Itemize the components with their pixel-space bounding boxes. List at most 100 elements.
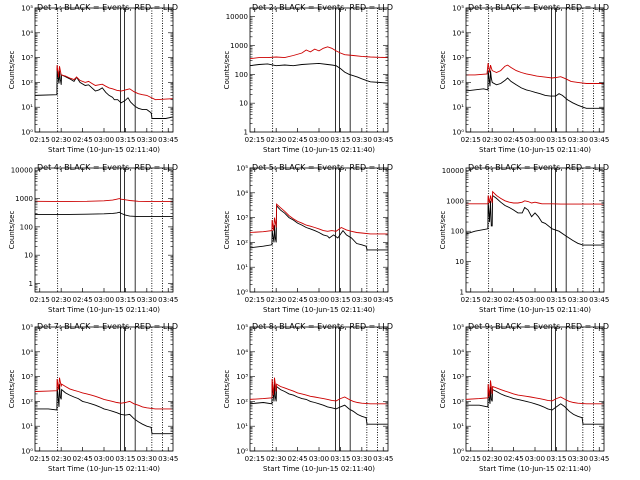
y-tick-label: 10⁴	[236, 348, 248, 356]
y-tick-label: 1000	[230, 42, 248, 50]
panel-title: Det 1: BLACK = Events, RED = LLD	[37, 3, 178, 12]
plot-frame	[249, 167, 389, 293]
x-tick-label: 02:30	[266, 136, 286, 144]
x-tick-label: 02:15	[245, 296, 265, 304]
x-axis-label: Start Time (10-Jun-15 02:11:40)	[263, 306, 375, 314]
x-tick-label: 02:15	[245, 136, 265, 144]
x-tick-label: 03:30	[137, 455, 157, 463]
x-axis-label: Start Time (10-Jun-15 02:11:40)	[479, 465, 591, 473]
x-tick-label: 03:00	[309, 136, 329, 144]
x-axis-label: Start Time (10-Jun-15 02:11:40)	[479, 146, 591, 154]
x-tick-label: 03:15	[115, 136, 135, 144]
panel-det-6: Det 6: BLACK = Events, RED = LLD 02:15 02:…	[439, 163, 609, 314]
plot-frame	[34, 326, 174, 452]
y-tick-label: 10²	[236, 398, 248, 406]
y-tick-label: 10⁵	[21, 324, 33, 332]
y-tick-label: 10⁴	[21, 29, 33, 37]
y-axis-label: Counts/sec	[223, 51, 231, 90]
y-tick-label: 100	[20, 223, 33, 231]
x-tick-label: 03:00	[525, 136, 545, 144]
y-tick-label: 10⁰	[21, 129, 33, 137]
x-tick-label: 03:45	[589, 136, 609, 144]
x-tick-label: 02:15	[461, 136, 481, 144]
series-events-line	[250, 62, 388, 84]
plot-frame	[34, 167, 174, 293]
y-tick-label: 10²	[21, 398, 33, 406]
y-tick-label: 1000	[446, 197, 464, 205]
x-tick-label: 03:00	[525, 455, 545, 463]
y-tick-label: 10⁰	[452, 129, 464, 137]
y-tick-label: 10	[24, 252, 33, 260]
y-tick-label: 1000	[15, 195, 33, 203]
y-tick-label: 10⁵	[236, 324, 248, 332]
x-axis-label: Start Time (10-Jun-15 02:11:40)	[48, 306, 160, 314]
x-tick-label: 03:15	[330, 296, 350, 304]
y-tick-label: 10⁰	[452, 448, 464, 456]
series-events-line	[35, 384, 173, 435]
y-tick-label: 10⁴	[452, 348, 464, 356]
x-axis-label: Start Time (10-Jun-15 02:11:40)	[479, 306, 591, 314]
y-tick-label: 10²	[452, 398, 464, 406]
x-tick-label: 02:45	[287, 136, 307, 144]
series-events-line	[466, 70, 604, 109]
x-tick-label: 02:15	[461, 296, 481, 304]
y-axis-label: Counts/sec	[439, 370, 447, 409]
y-tick-label: 10	[455, 258, 464, 266]
x-tick-label: 03:30	[137, 136, 157, 144]
x-axis-label: Start Time (10-Jun-15 02:11:40)	[48, 146, 160, 154]
x-tick-label: 02:45	[503, 455, 523, 463]
y-tick-label: 10¹	[236, 264, 248, 272]
y-tick-label: 10¹	[21, 104, 33, 112]
x-tick-label: 02:15	[30, 296, 50, 304]
y-axis-label: Counts/sec	[223, 370, 231, 409]
y-axis-label: Counts/sec	[223, 211, 231, 250]
series-lld-line	[250, 377, 388, 405]
series-lld-line	[250, 203, 388, 235]
x-tick-label: 02:15	[461, 455, 481, 463]
y-tick-label: 100	[235, 71, 248, 79]
plot-frame	[465, 167, 605, 293]
panel-title: Det 6: BLACK = Events, RED = LLD	[468, 163, 609, 172]
x-tick-label: 03:15	[330, 455, 350, 463]
panel-title: Det 2: BLACK = Events, RED = LLD	[252, 3, 393, 12]
y-tick-label: 10¹	[452, 423, 464, 431]
x-tick-label: 03:00	[94, 455, 114, 463]
x-tick-label: 03:15	[546, 136, 566, 144]
y-tick-label: 10000	[442, 167, 464, 175]
y-tick-label: 10²	[21, 79, 33, 87]
x-tick-label: 03:45	[589, 455, 609, 463]
series-events-line	[35, 211, 173, 218]
y-tick-label: 10⁵	[452, 324, 464, 332]
plot-frame	[249, 7, 389, 133]
series-events-line	[466, 194, 604, 246]
x-tick-label: 03:30	[568, 136, 588, 144]
y-tick-label: 1	[29, 280, 33, 288]
plot-frame	[34, 7, 174, 133]
y-tick-label: 10²	[236, 239, 248, 247]
panel-title: Det 8: BLACK = Events, RED = LLD	[252, 322, 393, 331]
y-tick-label: 10⁴	[21, 348, 33, 356]
y-tick-label: 10⁴	[452, 29, 464, 37]
x-tick-label: 02:45	[287, 296, 307, 304]
panel-title: Det 9: BLACK = Events, RED = LLD	[468, 322, 609, 331]
x-tick-label: 02:45	[503, 296, 523, 304]
panel-det-9: Det 9: BLACK = Events, RED = LLD 02:15 02:…	[439, 322, 609, 473]
y-tick-label: 1	[460, 289, 464, 297]
x-tick-label: 02:30	[51, 296, 71, 304]
x-axis-label: Start Time (10-Jun-15 02:11:40)	[48, 465, 160, 473]
y-tick-label: 10⁵	[452, 5, 464, 13]
x-tick-label: 03:45	[373, 455, 393, 463]
plot-frame	[465, 326, 605, 452]
x-tick-label: 03:45	[158, 455, 178, 463]
x-tick-label: 02:45	[72, 296, 92, 304]
y-axis-label: Counts/sec	[8, 51, 16, 90]
y-axis-label: Counts/sec	[8, 211, 16, 250]
x-tick-label: 02:45	[503, 136, 523, 144]
x-tick-label: 03:15	[115, 455, 135, 463]
